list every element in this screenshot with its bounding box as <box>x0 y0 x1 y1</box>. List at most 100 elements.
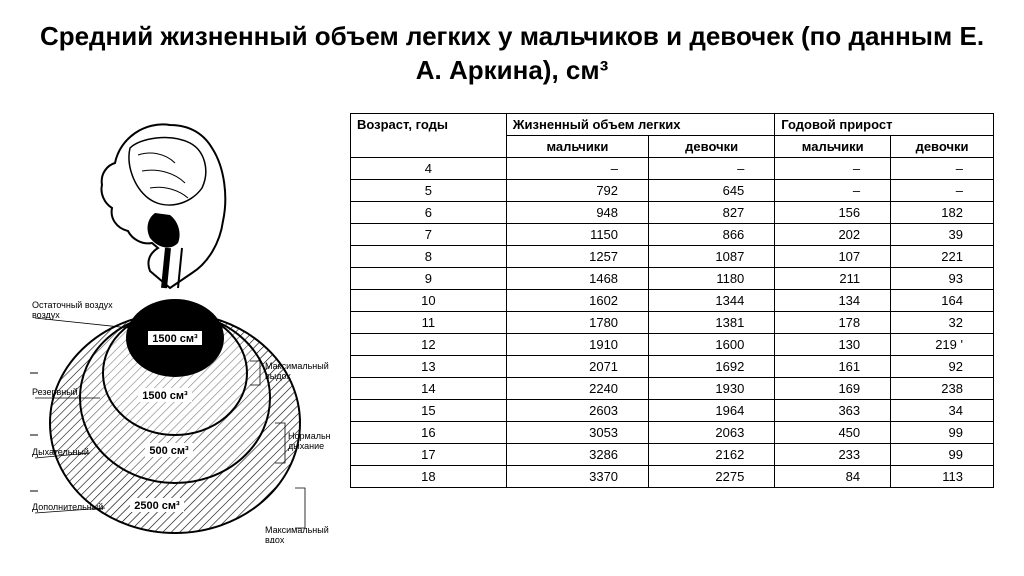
table-cell: 113 <box>891 465 994 487</box>
table-cell: 3370 <box>506 465 648 487</box>
lung-diagram: 1500 см³ 1500 см³ 500 см³ 2500 см³ Остат… <box>30 113 330 548</box>
vital-capacity-table: Возраст, годы Жизненный объем легких Год… <box>350 113 994 488</box>
table-cell: 238 <box>891 377 994 399</box>
label-additional: Дополнительный <box>32 502 103 512</box>
table-cell: 5 <box>351 179 507 201</box>
table-cell: 17 <box>351 443 507 465</box>
col-growth-girls: девочки <box>891 135 994 157</box>
table-cell: 169 <box>775 377 891 399</box>
table-cell: 99 <box>891 421 994 443</box>
label-tidal: Дыхательный <box>32 447 89 457</box>
svg-text:выдох: выдох <box>265 371 291 381</box>
table-cell: 130 <box>775 333 891 355</box>
col-growth: Годовой прирост <box>775 113 994 135</box>
table-cell: 14 <box>351 377 507 399</box>
table-cell: 2063 <box>649 421 775 443</box>
table-cell: 32 <box>891 311 994 333</box>
table-cell: – <box>891 179 994 201</box>
table-cell: 10 <box>351 289 507 311</box>
table-row: 7115086620239 <box>351 223 994 245</box>
table-cell: 792 <box>506 179 648 201</box>
table-cell: 7 <box>351 223 507 245</box>
table-cell: 211 <box>775 267 891 289</box>
svg-text:вдох: вдох <box>265 535 285 543</box>
vol-1500-2: 1500 см³ <box>142 390 188 402</box>
table-cell: 92 <box>891 355 994 377</box>
table-cell: 1344 <box>649 289 775 311</box>
table-cell: 161 <box>775 355 891 377</box>
table-cell: 2275 <box>649 465 775 487</box>
col-vital: Жизненный объем легких <box>506 113 775 135</box>
col-vital-girls: девочки <box>649 135 775 157</box>
table-cell: 1930 <box>649 377 775 399</box>
table-cell: 93 <box>891 267 994 289</box>
table-cell: 84 <box>775 465 891 487</box>
table-cell: 182 <box>891 201 994 223</box>
table-cell: 1692 <box>649 355 775 377</box>
table-cell: 827 <box>649 201 775 223</box>
table-row: 173286216223399 <box>351 443 994 465</box>
table-cell: 1087 <box>649 245 775 267</box>
table-cell: 866 <box>649 223 775 245</box>
table-cell: 13 <box>351 355 507 377</box>
table-cell: 2240 <box>506 377 648 399</box>
table-row: 1219101600130219 ' <box>351 333 994 355</box>
col-age: Возраст, годы <box>351 113 507 157</box>
col-growth-boys: мальчики <box>775 135 891 157</box>
table-cell: 178 <box>775 311 891 333</box>
table-cell: 2071 <box>506 355 648 377</box>
label-normal-breath: Нормальное <box>288 431 330 441</box>
table-cell: 39 <box>891 223 994 245</box>
table-cell: 107 <box>775 245 891 267</box>
table-row: 91468118021193 <box>351 267 994 289</box>
table-cell: 3286 <box>506 443 648 465</box>
table-cell: 2162 <box>649 443 775 465</box>
label-max-inhale: Максимальный <box>265 525 329 535</box>
table-cell: 18 <box>351 465 507 487</box>
label-reserve: Резервный <box>32 387 78 397</box>
table-cell: 1780 <box>506 311 648 333</box>
table-row: 5792645–– <box>351 179 994 201</box>
table-cell: 134 <box>775 289 891 311</box>
table-cell: 16 <box>351 421 507 443</box>
table-row: 1016021344134164 <box>351 289 994 311</box>
table-cell: 11 <box>351 311 507 333</box>
table-cell: 202 <box>775 223 891 245</box>
svg-text:воздух: воздух <box>32 310 60 320</box>
svg-text:дыхание: дыхание <box>288 441 324 451</box>
table-cell: 99 <box>891 443 994 465</box>
table-cell: 1381 <box>649 311 775 333</box>
page-title: Средний жизненный объем легких у мальчик… <box>30 20 994 88</box>
table-row: 812571087107221 <box>351 245 994 267</box>
table-cell: 645 <box>649 179 775 201</box>
table-cell: 1257 <box>506 245 648 267</box>
table-cell: 1910 <box>506 333 648 355</box>
table-cell: – <box>775 157 891 179</box>
table-cell: 363 <box>775 399 891 421</box>
table-cell: 948 <box>506 201 648 223</box>
table-row: 132071169216192 <box>351 355 994 377</box>
table-cell: 9 <box>351 267 507 289</box>
table-cell: 8 <box>351 245 507 267</box>
table-cell: 156 <box>775 201 891 223</box>
table-row: 111780138117832 <box>351 311 994 333</box>
table-cell: 219 ' <box>891 333 994 355</box>
col-vital-boys: мальчики <box>506 135 648 157</box>
table-cell: 1468 <box>506 267 648 289</box>
label-max-exhale: Максимальный <box>265 361 329 371</box>
table-cell: 6 <box>351 201 507 223</box>
table-row: 4–––– <box>351 157 994 179</box>
table-cell: 1964 <box>649 399 775 421</box>
table-row: 6948827156182 <box>351 201 994 223</box>
table-cell: 15 <box>351 399 507 421</box>
table-cell: – <box>506 157 648 179</box>
table-cell: 1602 <box>506 289 648 311</box>
table-cell: 1150 <box>506 223 648 245</box>
table-cell: 2603 <box>506 399 648 421</box>
table-cell: 34 <box>891 399 994 421</box>
table-cell: – <box>775 179 891 201</box>
table-cell: 3053 <box>506 421 648 443</box>
table-row: 183370227584113 <box>351 465 994 487</box>
table-row: 152603196436334 <box>351 399 994 421</box>
label-residual: Остаточный воздух <box>32 300 113 310</box>
